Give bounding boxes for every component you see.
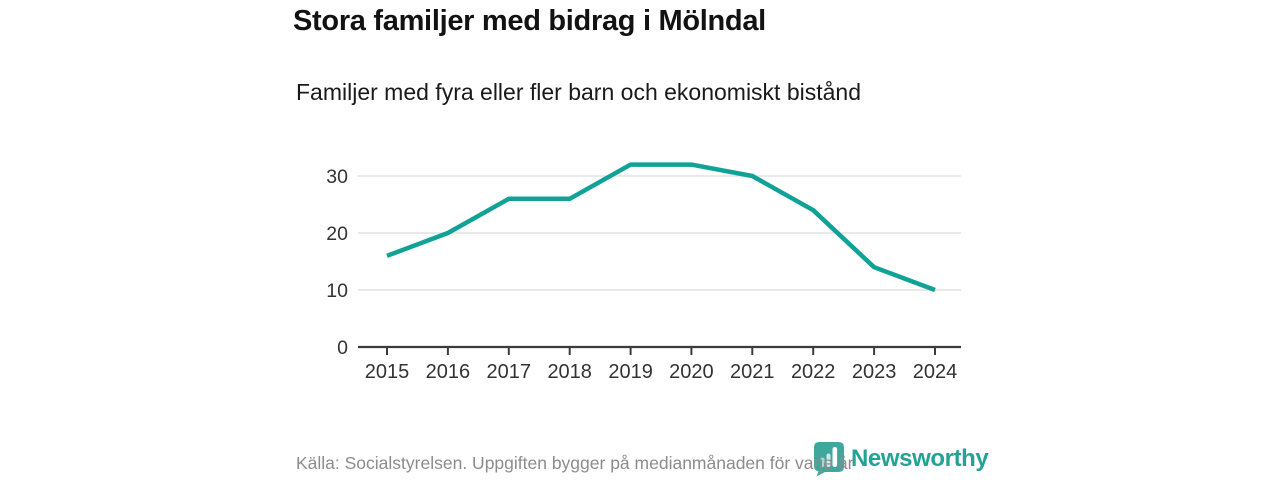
- y-tick-label: 30: [326, 166, 348, 188]
- x-tick-label: 2018: [547, 361, 592, 383]
- logo-bar-small: [820, 457, 825, 467]
- newsworthy-pin-barchart-icon: [814, 442, 844, 477]
- data-line: [386, 162, 936, 293]
- x-tick-label: 2016: [426, 361, 471, 383]
- x-tick-label: 2019: [608, 361, 653, 383]
- logo-bar-medium: [826, 453, 831, 467]
- line-chart: 0 10 20 30 2015 2016 2017 2018 2019 2020 2021 2022 2…: [326, 162, 961, 383]
- chart-subtitle: Familjer med fyra eller fler barn och ek…: [296, 79, 862, 105]
- y-tick-label: 0: [337, 337, 348, 359]
- newsworthy-wordmark: Newsworthy: [851, 445, 989, 472]
- chart-title: Stora familjer med bidrag i Mölndal: [293, 5, 766, 37]
- newsworthy-logo: Newsworthy: [813, 441, 989, 477]
- x-tick-label: 2015: [365, 361, 410, 383]
- y-tick-label: 20: [326, 223, 348, 245]
- y-tick-label: 10: [326, 280, 348, 302]
- x-tick-label: 2017: [487, 361, 532, 383]
- logo-bar-tall: [832, 447, 838, 467]
- x-tick-label: 2020: [669, 361, 714, 383]
- x-tick-label: 2022: [791, 361, 836, 383]
- x-tick-label: 2023: [852, 361, 897, 383]
- x-tick-label: 2021: [730, 361, 775, 383]
- x-tick-label: 2024: [913, 361, 958, 383]
- source-note: Källa: Socialstyrelsen. Uppgiften bygger…: [296, 453, 854, 473]
